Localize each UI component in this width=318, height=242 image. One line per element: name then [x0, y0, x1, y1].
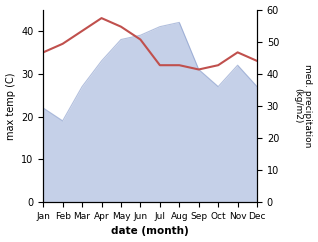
- Y-axis label: med. precipitation
(kg/m2): med. precipitation (kg/m2): [293, 64, 313, 148]
- X-axis label: date (month): date (month): [111, 227, 189, 236]
- Y-axis label: max temp (C): max temp (C): [5, 72, 16, 140]
